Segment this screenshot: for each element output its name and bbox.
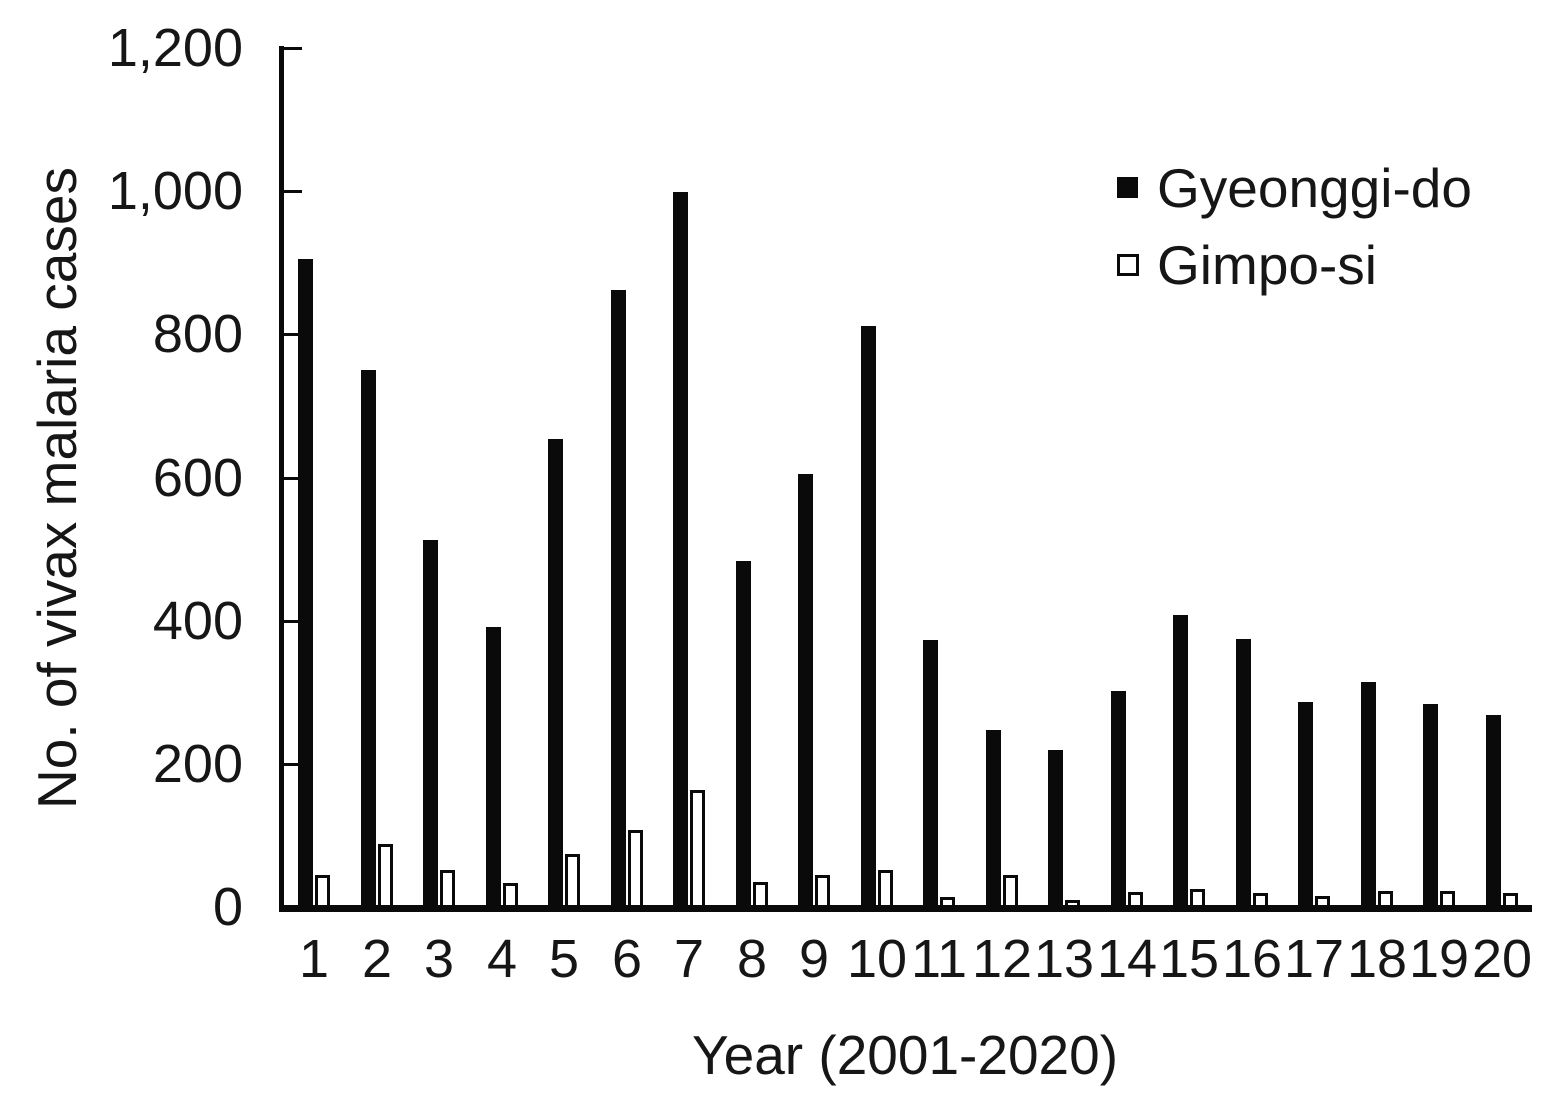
y-tick-label: 200 [152,733,243,794]
bar-gyeonggi-do-year-11 [923,639,938,909]
y-axis-tick [279,47,302,50]
x-tick-label: 20 [1471,929,1533,989]
bar-gimpo-si-year-5 [565,853,580,909]
legend-label: Gyeonggi-do [1157,157,1472,219]
y-axis-line [279,46,284,912]
y-tick-label: 1,200 [107,18,243,78]
y-tick-label: 400 [152,590,243,651]
y-tick-label: 1,000 [107,161,243,222]
bar-gimpo-si-year-9 [815,874,830,909]
x-tick-label: 10 [846,929,908,989]
bar-gimpo-si-year-3 [440,870,455,909]
bar-gimpo-si-year-10 [878,870,893,909]
x-tick-label: 13 [1033,929,1095,989]
y-tick-label: 800 [152,304,243,365]
bar-gimpo-si-year-15 [1190,888,1205,909]
y-tick-label: 600 [152,447,243,508]
x-tick-label: 12 [971,929,1033,989]
bar-gyeonggi-do-year-12 [986,730,1001,909]
y-axis-tick [279,619,302,623]
y-axis-tick [279,190,302,194]
bar-gyeonggi-do-year-2 [361,369,376,909]
bar-gimpo-si-year-2 [378,843,393,909]
bar-gimpo-si-year-12 [1003,874,1018,909]
bar-gimpo-si-year-8 [753,881,768,909]
x-tick-label: 5 [548,929,580,989]
bar-gyeonggi-do-year-4 [486,626,501,909]
x-tick-label: 11 [910,929,968,989]
bar-gyeonggi-do-year-1 [298,259,313,909]
filled-square-icon [1117,177,1138,198]
x-tick-label: 2 [361,929,393,989]
x-axis-title: Year (2001-2020) [691,1024,1119,1086]
x-tick-label: 18 [1346,929,1408,989]
x-axis-line [279,905,1532,912]
bar-gyeonggi-do-year-7 [673,191,688,909]
bar-gimpo-si-year-13 [1065,899,1080,909]
x-tick-label: 8 [736,929,768,989]
bar-gyeonggi-do-year-16 [1236,639,1251,909]
x-tick-label: 14 [1096,929,1158,989]
bar-gyeonggi-do-year-5 [548,438,563,909]
bar-gimpo-si-year-7 [690,790,705,909]
bar-gyeonggi-do-year-14 [1111,690,1126,909]
x-tick-label: 4 [486,929,518,989]
bar-gyeonggi-do-year-18 [1361,682,1376,909]
y-axis-tick [279,476,302,480]
open-square-icon [1117,254,1139,276]
bar-gimpo-si-year-18 [1378,891,1393,909]
bar-gimpo-si-year-6 [628,830,643,909]
bar-gyeonggi-do-year-3 [423,540,438,909]
bar-gyeonggi-do-year-6 [611,289,626,909]
bar-gyeonggi-do-year-13 [1048,750,1063,909]
bar-gyeonggi-do-year-8 [736,561,751,909]
x-tick-label: 3 [423,929,455,989]
y-axis-tick [279,762,302,766]
x-tick-label: 16 [1221,929,1283,989]
legend-label: Gimpo-si [1157,234,1378,296]
bar-gyeonggi-do-year-15 [1173,614,1188,909]
x-tick-label: 1 [298,929,330,989]
bar-gyeonggi-do-year-19 [1423,704,1438,909]
bar-gimpo-si-year-1 [315,874,330,909]
x-tick-label: 7 [673,929,705,989]
bar-gimpo-si-year-4 [503,883,518,909]
y-axis-tick [279,333,302,337]
x-tick-label: 6 [611,929,643,989]
bar-gyeonggi-do-year-20 [1486,715,1501,909]
bar-gyeonggi-do-year-17 [1298,702,1313,909]
x-tick-label: 17 [1283,929,1345,989]
y-tick-label: 0 [212,877,243,937]
x-tick-label: 15 [1158,929,1220,989]
x-tick-label: 9 [798,929,830,989]
bar-gimpo-si-year-19 [1440,891,1455,909]
bar-gyeonggi-do-year-10 [861,326,876,909]
x-tick-label: 19 [1408,929,1470,989]
bar-gimpo-si-year-14 [1128,891,1143,909]
bar-gyeonggi-do-year-9 [798,473,813,909]
